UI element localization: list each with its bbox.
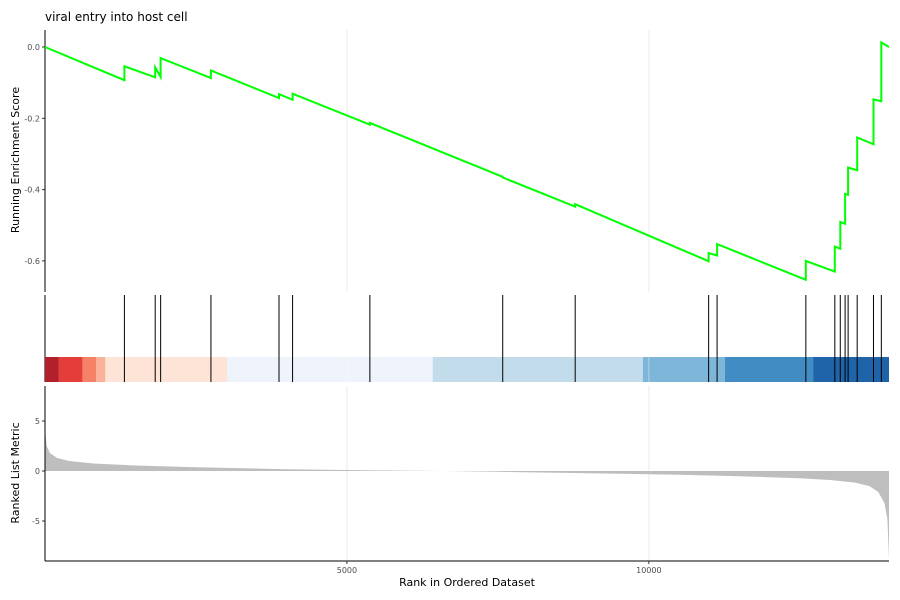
ranked-metric-area (45, 430, 889, 559)
running-enrichment-panel: 0.0 -0.2 -0.4 -0.6 Running Enrichment Score (9, 30, 890, 292)
ranked-y-axis-title: Ranked List Metric (9, 422, 22, 523)
color-band (96, 357, 106, 382)
x-axis-title: Rank in Ordered Dataset (399, 576, 536, 589)
gene-hits-panel (44, 295, 889, 382)
color-band (45, 357, 59, 382)
rank-color-bar (45, 357, 889, 382)
x-tick-label: 10000 (636, 566, 661, 575)
color-band (432, 357, 643, 382)
x-axis: 5000 10000 (337, 561, 662, 575)
ranked-y-axis: 5 0 -5 (32, 417, 45, 526)
running-enrichment-line (44, 40, 890, 282)
color-band (227, 357, 433, 382)
x-tick-label: 5000 (337, 566, 357, 575)
gene-hit-marks (123, 295, 882, 382)
enrichment-y-axis-title: Running Enrichment Score (9, 87, 22, 233)
ranked-y-tick-label: -5 (32, 517, 40, 526)
ranked-gridlines (346, 386, 650, 561)
color-band (642, 357, 725, 382)
color-band (724, 357, 814, 382)
enrichment-y-tick-label: -0.4 (24, 186, 40, 195)
chart-title: viral entry into host cell (45, 10, 188, 24)
ranked-y-tick-label: 5 (35, 417, 40, 426)
enrichment-y-tick-label: 0.0 (27, 43, 40, 52)
color-band (813, 357, 889, 382)
color-band (105, 357, 228, 382)
enrichment-gridlines (346, 30, 650, 292)
enrichment-y-tick-label: -0.2 (24, 114, 40, 123)
color-band (82, 357, 97, 382)
color-band (58, 357, 83, 382)
ranked-y-tick-label: 0 (35, 467, 40, 476)
enrichment-y-tick-label: -0.6 (24, 257, 40, 266)
ranked-list-panel: 5 0 -5 5000 10000 Ranked List Metric Rank i… (9, 386, 889, 589)
enrichment-y-axis: 0.0 -0.2 -0.4 -0.6 (24, 43, 45, 266)
